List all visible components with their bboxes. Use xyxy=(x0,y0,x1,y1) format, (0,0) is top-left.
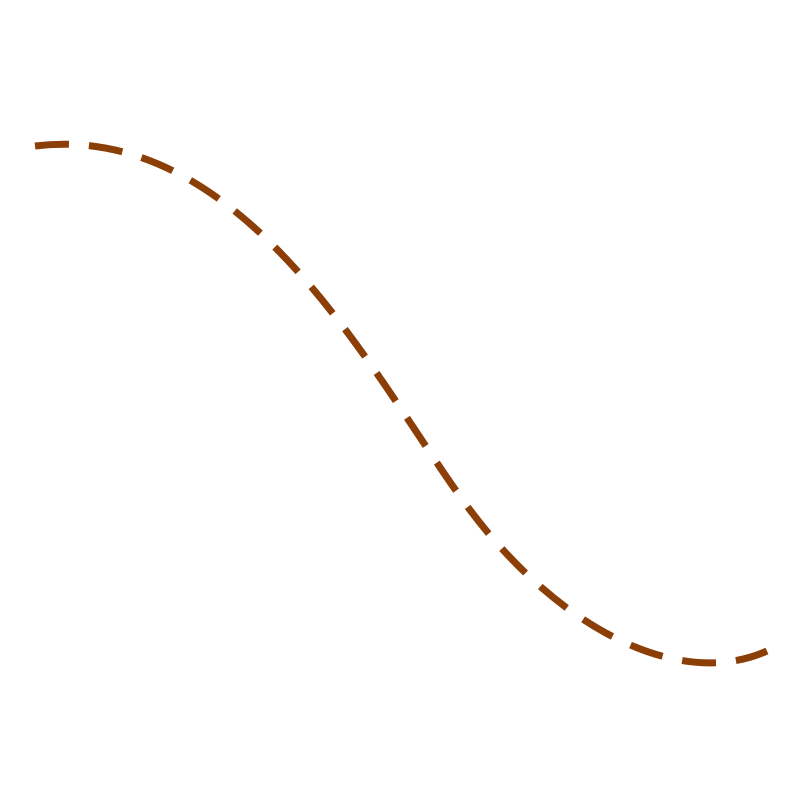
dashed-s-curve xyxy=(34,140,769,667)
